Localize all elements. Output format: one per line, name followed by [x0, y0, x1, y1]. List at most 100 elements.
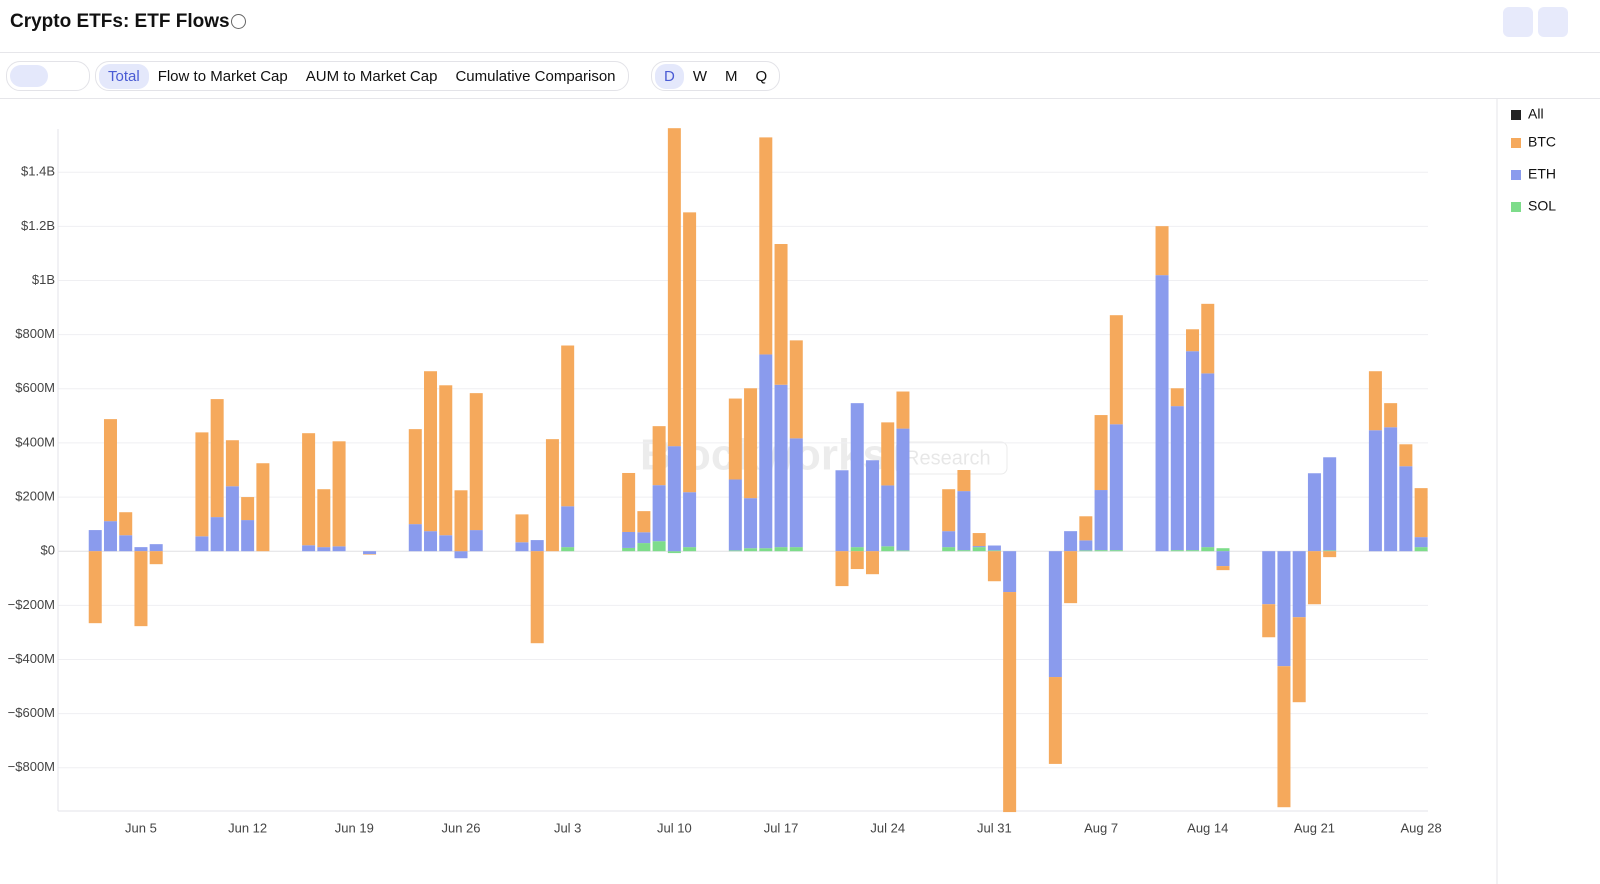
info-icon[interactable] [231, 14, 246, 29]
bar-segment [896, 391, 910, 429]
bar-segment [957, 470, 971, 492]
bar-segment [210, 399, 224, 518]
bar-segment [1186, 351, 1200, 551]
bar-segment [1155, 275, 1169, 552]
bar-segment [317, 489, 331, 548]
bar-segment [942, 531, 956, 548]
bar-segment [149, 551, 163, 565]
bar-segment [774, 384, 788, 548]
period[interactable]: Q [755, 67, 768, 85]
bar-segment [454, 490, 468, 552]
x-tick-label: Aug 21 [1294, 820, 1335, 835]
bar-segment [987, 545, 1001, 551]
y-tick-label: $200M [15, 489, 55, 504]
y-tick-label: −$600M [8, 705, 55, 720]
bar-segment [1170, 550, 1184, 552]
bar-segment [515, 514, 529, 543]
bar-segment [103, 419, 117, 522]
y-tick-label: $1.2B [21, 218, 55, 233]
bar-segment [683, 547, 697, 552]
bar-segment [1414, 537, 1428, 548]
bar-segment [637, 543, 651, 552]
camera-button[interactable] [1538, 7, 1568, 37]
bar-chart-toggle[interactable] [10, 65, 48, 87]
x-tick-label: Jul 31 [977, 820, 1012, 835]
bar-segment [972, 547, 986, 552]
period[interactable]: M [725, 67, 738, 85]
bar-segment [835, 551, 849, 587]
bar-segment [134, 551, 148, 627]
bar-segment [332, 546, 346, 552]
bar-segment [530, 540, 544, 552]
bar-segment [1170, 406, 1184, 551]
bar-segment [469, 393, 483, 531]
bar-segment [561, 506, 575, 548]
chart-type-group [6, 61, 90, 91]
bar-segment [1368, 371, 1382, 431]
bar-segment [149, 544, 163, 552]
tab[interactable]: Total [99, 63, 149, 89]
bar-segment [881, 422, 895, 486]
bar-segment [1155, 226, 1169, 276]
legend-label: SOL [1528, 198, 1556, 214]
bar-segment [942, 547, 956, 552]
x-tick-label: Jul 24 [870, 820, 905, 835]
x-tick-label: Jun 26 [441, 820, 480, 835]
bar-segment [454, 551, 468, 559]
bar-segment [774, 244, 788, 385]
bar-segment [1323, 551, 1337, 558]
bar-segment [1170, 388, 1184, 407]
bar-segment [1094, 550, 1108, 552]
bar-segment [622, 547, 636, 552]
y-tick-label: $1.4B [21, 164, 55, 179]
bar-segment [561, 345, 575, 507]
bar-segment [1216, 551, 1230, 567]
bar-segment [1399, 466, 1413, 552]
bar-segment [195, 432, 209, 537]
bar-segment [88, 551, 102, 624]
bar-segment [728, 479, 742, 551]
period-tabs: D W M Q [651, 61, 781, 91]
bar-segment [744, 498, 758, 549]
bar-segment [652, 541, 666, 552]
bar-segment [1094, 490, 1108, 551]
bar-segment [545, 439, 559, 552]
bar-segment [469, 530, 483, 552]
bar-segment [225, 486, 239, 552]
y-tick-label: −$200M [8, 597, 55, 612]
toolbar: Total Flow to Market Cap AUM to Market C… [0, 53, 1600, 99]
tab[interactable]: Flow to Market Cap [157, 67, 288, 85]
bar-segment [363, 554, 377, 555]
bar-segment [896, 428, 910, 551]
bar-segment [1201, 373, 1215, 548]
bar-segment [1201, 547, 1215, 552]
bar-segment [1003, 551, 1017, 593]
bar-segment [759, 548, 773, 552]
period[interactable]: D [655, 63, 684, 89]
bar-segment [881, 546, 895, 552]
bar-segment [424, 531, 438, 552]
bar-segment [1323, 457, 1337, 551]
page-title: Crypto ETFs: ETF Flows [10, 11, 230, 32]
bar-segment [439, 385, 453, 536]
bar-segment [728, 550, 742, 552]
bar-segment [835, 470, 849, 552]
y-tick-label: $400M [15, 434, 55, 449]
tab[interactable]: AUM to Market Cap [305, 67, 438, 85]
bar-segment [241, 520, 255, 552]
bar-segment [1414, 488, 1428, 538]
bar-segment [439, 535, 453, 552]
bar-segment [530, 551, 544, 644]
tab[interactable]: Cumulative Comparison [455, 67, 616, 85]
bar-segment [637, 511, 651, 533]
x-tick-label: Jun 19 [335, 820, 374, 835]
bar-segment [1064, 531, 1078, 552]
line-chart-toggle[interactable] [48, 65, 86, 87]
period[interactable]: W [692, 67, 708, 85]
bar-segment [1186, 329, 1200, 352]
bar-segment [652, 485, 666, 542]
add-button[interactable] [1503, 7, 1533, 37]
bar-segment [942, 489, 956, 532]
bar-segment [1292, 617, 1306, 703]
